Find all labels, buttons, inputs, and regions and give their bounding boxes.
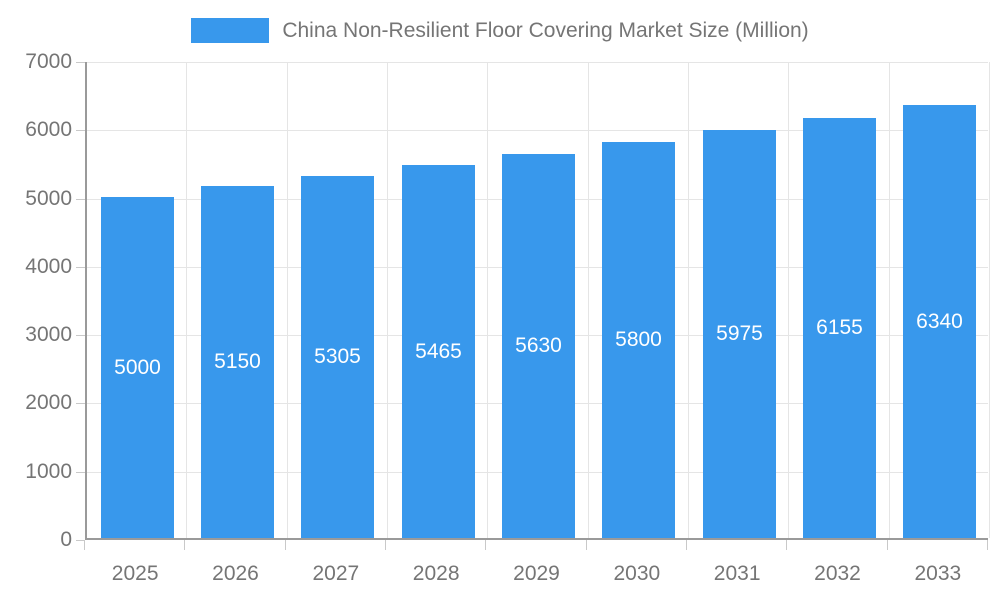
x-tick-6	[686, 540, 687, 550]
x-tick-1	[184, 540, 185, 550]
bar-value-label: 5305	[314, 345, 361, 368]
bar-value-label: 5630	[515, 334, 562, 357]
y-tick-label-6000: 6000	[25, 118, 72, 142]
v-gridline-8	[889, 62, 890, 538]
bar-2033[interactable]: 6340	[903, 105, 976, 538]
x-tick-5	[586, 540, 587, 550]
bar-2032[interactable]: 6155	[803, 118, 876, 538]
bar-value-label: 6340	[916, 309, 963, 333]
x-tick-label-2027: 2027	[312, 562, 360, 585]
v-gridline-6	[688, 62, 689, 538]
x-tick-label-2028: 2028	[412, 562, 460, 585]
y-tick-label-7000: 7000	[25, 50, 72, 73]
x-tick-label-2029: 2029	[513, 562, 560, 585]
x-tick-8	[887, 540, 888, 550]
v-gridline-7	[788, 62, 789, 538]
bar-2027[interactable]: 5305	[301, 176, 374, 538]
legend-swatch	[191, 18, 270, 43]
v-gridline-5	[588, 62, 589, 538]
x-tick-4	[485, 540, 486, 550]
y-tick-1000	[76, 471, 85, 473]
legend-label: China Non-Resilient Floor Covering Marke…	[282, 18, 809, 42]
x-tick-9	[987, 540, 988, 550]
bar-2029[interactable]: 5630	[502, 154, 575, 538]
v-gridline-2	[287, 62, 288, 538]
x-tick-label-2025: 2025	[111, 562, 159, 585]
y-tick-label-2000: 2000	[25, 391, 72, 415]
bar-value-label: 5465	[415, 339, 462, 363]
bar-2026[interactable]: 5150	[201, 186, 274, 538]
x-tick-label-2033: 2033	[914, 562, 962, 585]
y-tick-label-3000: 3000	[25, 323, 72, 347]
plot-area: 5000 5150 5305 5465 5630 5800 5975 6155 6340	[85, 62, 990, 540]
x-tick-7	[786, 540, 787, 550]
x-tick-label-2032: 2032	[814, 562, 861, 585]
x-tick-label-2026: 2026	[212, 562, 259, 585]
y-tick-6000	[76, 130, 85, 132]
bar-value-label: 5800	[615, 328, 662, 351]
y-tick-3000	[76, 335, 85, 337]
y-tick-label-5000: 5000	[25, 186, 72, 210]
x-tick-2	[285, 540, 286, 550]
y-tick-2000	[76, 403, 85, 405]
y-tick-label-0: 0	[60, 528, 72, 551]
y-tick-label-1000: 1000	[25, 459, 72, 483]
y-tick-7000	[76, 62, 85, 63]
bar-2028[interactable]: 5465	[402, 165, 475, 538]
y-tick-4000	[76, 266, 85, 268]
bar-2030[interactable]: 5800	[602, 142, 675, 538]
v-gridline-1	[186, 62, 187, 538]
h-gridline-7000	[87, 62, 988, 63]
legend[interactable]: China Non-Resilient Floor Covering Marke…	[0, 18, 1000, 43]
bar-value-label: 5000	[114, 355, 161, 379]
bar-2031[interactable]: 5975	[703, 130, 776, 538]
y-tick-label-4000: 4000	[25, 254, 72, 278]
bar-value-label: 6155	[816, 316, 863, 339]
y-tick-0	[76, 540, 85, 541]
x-tick-3	[385, 540, 386, 550]
v-gridline-4	[487, 62, 488, 538]
v-gridline-3	[387, 62, 388, 538]
y-tick-5000	[76, 198, 85, 200]
bar-value-label: 5975	[716, 322, 763, 345]
bar-2025[interactable]: 5000	[101, 197, 174, 538]
bar-value-label: 5150	[214, 350, 261, 373]
x-tick-label-2031: 2031	[713, 562, 761, 585]
v-gridline-9	[989, 62, 990, 538]
x-tick-0	[84, 540, 85, 550]
h-gridline-6000	[87, 130, 988, 132]
x-tick-label-2030: 2030	[613, 562, 661, 585]
